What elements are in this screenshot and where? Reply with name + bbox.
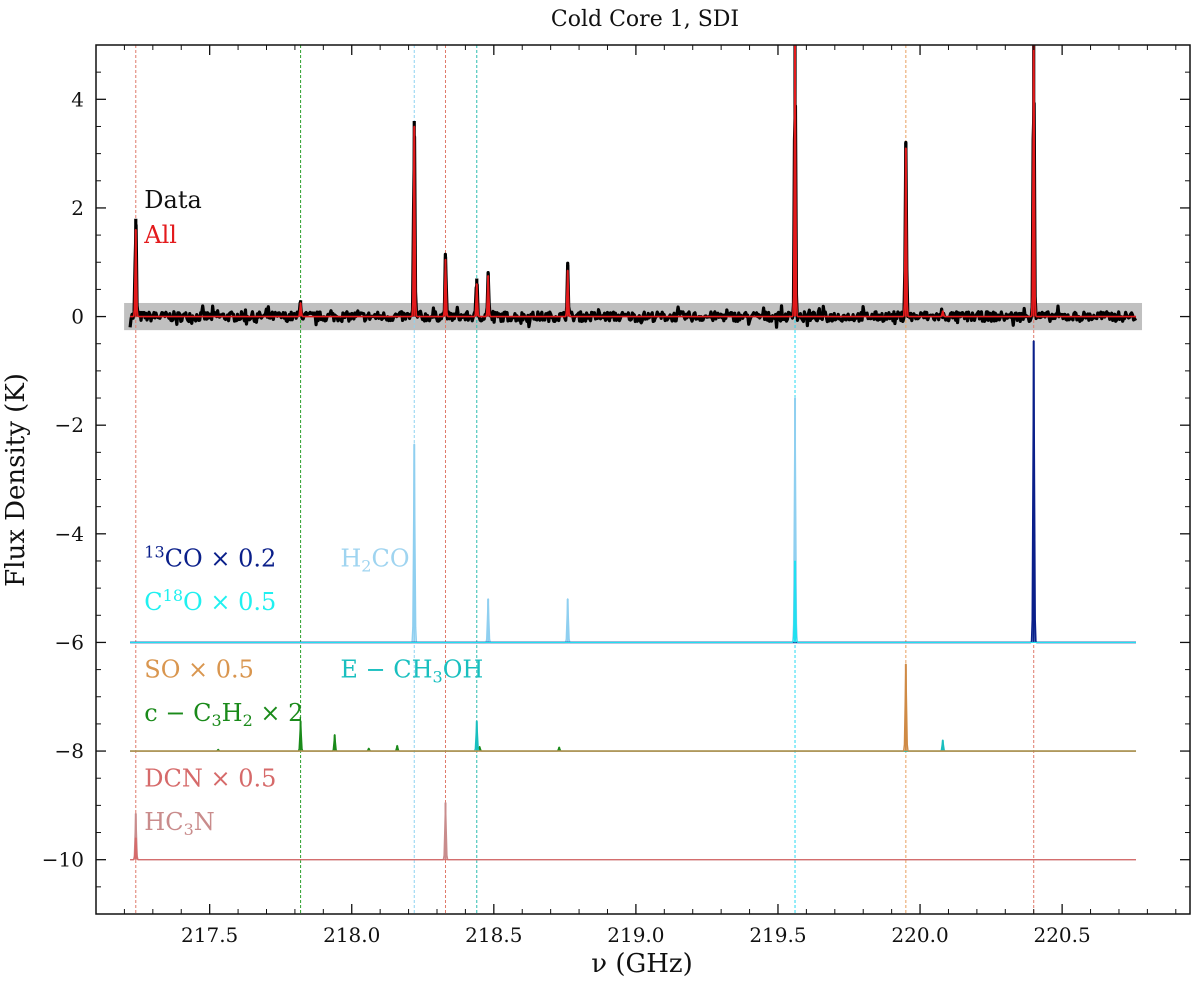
x-axis-title: ν (GHz) [591,949,693,979]
series-c18o [130,560,1137,644]
y-tick-label-5: −6 [55,630,84,654]
label-13co: 13CO × 0.2 [144,542,276,572]
y-tick-label-1: 2 [71,196,84,220]
x-tick-label-4: 219.5 [749,923,806,947]
series-data [128,101,1138,329]
y-tick-label-4: −4 [55,522,84,546]
y-tick-label-0: 4 [71,87,84,111]
series-h2co [130,397,1137,644]
y-axis-title: Flux Density (K) [1,373,31,587]
x-tick-label-1: 218.0 [323,923,380,947]
label-cc3h2: c − C3H2 × 2 [144,699,303,730]
series-layer [128,45,1138,861]
y-tick-label-3: −2 [55,413,84,437]
series-all [130,45,1137,318]
x-tick-label-6: 220.5 [1033,923,1090,947]
series-13co [130,340,1137,644]
x-tick-label-2: 218.5 [465,923,522,947]
y-tick-label-6: −8 [55,739,84,763]
y-tick-label-2: 0 [71,305,84,329]
y-tick-label-7: −10 [42,848,84,872]
series-dcn [130,837,1137,861]
label-so: SO × 0.5 [144,656,254,684]
x-tick-label-5: 220.0 [891,923,948,947]
label-hc3n: HC3N [144,808,214,839]
label-all: All [143,221,177,249]
x-tick-label-0: 217.5 [181,923,238,947]
legend-labels: Data All 13CO × 0.2 C18O × 0.5 H2CO SO × 0.5 E… [143,186,483,839]
label-c18o: C18O × 0.5 [144,586,276,616]
chart-title: Cold Core 1, SDI [551,7,739,32]
label-data: Data [144,186,202,214]
x-tick-label-3: 219.0 [607,923,664,947]
label-h2co: H2CO [340,544,409,575]
plot-area: Data All 13CO × 0.2 C18O × 0.5 H2CO SO × 0.5 E… [42,44,1191,947]
series-hc3n [130,801,1137,861]
label-dcn: DCN × 0.5 [144,764,276,792]
axis-ticks: 217.5 218.0 218.5 219.0 219.5 220.0 220.5 4 2 0 −2… [42,44,1190,947]
series-so [130,663,1137,752]
label-ech3oh: E − CH3OH [340,656,483,687]
